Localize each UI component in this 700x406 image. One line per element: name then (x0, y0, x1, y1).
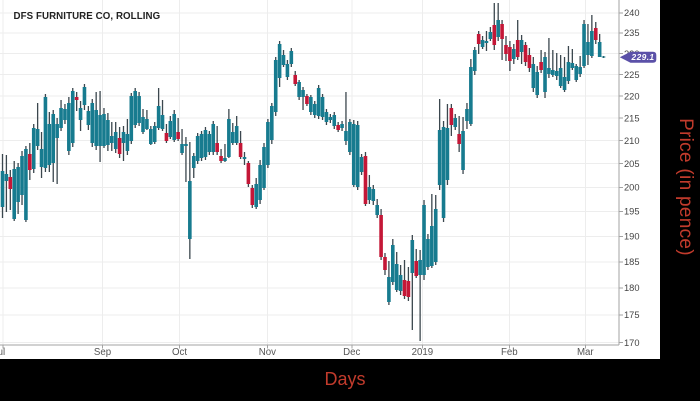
svg-text:DFS FURNITURE CO, ROLLING: DFS FURNITURE CO, ROLLING (14, 11, 161, 22)
svg-text:200: 200 (624, 183, 640, 193)
svg-text:Nov: Nov (259, 347, 276, 358)
svg-text:210: 210 (624, 136, 640, 146)
svg-text:Days: Days (324, 369, 365, 389)
svg-text:235: 235 (624, 28, 640, 38)
svg-text:225: 225 (624, 70, 640, 80)
svg-text:175: 175 (624, 310, 640, 320)
svg-text:205: 205 (624, 159, 640, 169)
svg-text:195: 195 (624, 207, 640, 217)
svg-text:220: 220 (624, 91, 640, 101)
svg-text:215: 215 (624, 113, 640, 123)
svg-text:Dec: Dec (343, 347, 360, 358)
svg-text:185: 185 (624, 257, 640, 267)
svg-text:Feb: Feb (501, 347, 518, 358)
svg-text:170: 170 (624, 338, 640, 348)
svg-text:Oct: Oct (172, 347, 187, 358)
svg-text:Jul: Jul (0, 347, 5, 358)
svg-text:229.1: 229.1 (631, 52, 655, 62)
svg-text:2019: 2019 (412, 347, 434, 358)
svg-text:180: 180 (624, 283, 640, 293)
svg-text:Sep: Sep (94, 347, 111, 358)
svg-text:190: 190 (624, 232, 640, 242)
svg-text:240: 240 (624, 8, 640, 18)
svg-text:Price (in pence): Price (in pence) (675, 118, 696, 256)
svg-text:Mar: Mar (577, 347, 594, 358)
